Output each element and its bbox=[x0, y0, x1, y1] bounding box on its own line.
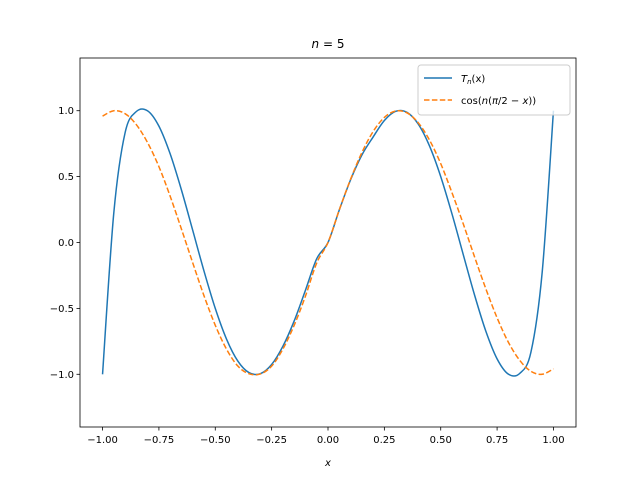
legend-label: cos(n(π/2 − x)) bbox=[461, 96, 536, 107]
legend: Tn(x) cos(n(π/2 − x)) bbox=[417, 64, 571, 116]
x-tick-label: 0.50 bbox=[430, 435, 452, 446]
chart-title: n = 5 bbox=[312, 37, 345, 51]
x-tick-label: −0.50 bbox=[200, 435, 231, 446]
series-line-cosine bbox=[102, 109, 554, 376]
x-tick-label: 1.00 bbox=[542, 435, 564, 446]
legend-box bbox=[417, 64, 571, 116]
x-ticks: −1.00 −0.75 −0.50 −0.25 0.00 0.25 0.50 0.75 1.00 bbox=[87, 427, 565, 446]
x-tick-label: −1.00 bbox=[87, 435, 118, 446]
x-tick-label: −0.75 bbox=[144, 435, 175, 446]
y-tick-label: −0.5 bbox=[50, 304, 74, 315]
y-tick-label: 0.5 bbox=[58, 172, 74, 183]
y-tick-label: −1.0 bbox=[50, 370, 74, 381]
x-tick-label: 0.00 bbox=[317, 435, 339, 446]
x-tick-label: 0.25 bbox=[373, 435, 395, 446]
x-tick-label: −0.25 bbox=[256, 435, 287, 446]
plot-lines bbox=[101, 108, 555, 377]
title-value: = 5 bbox=[319, 37, 344, 51]
legend-label: Tn(x) bbox=[461, 74, 485, 86]
x-axis-label: x bbox=[324, 458, 331, 469]
title-variable: n bbox=[312, 37, 320, 51]
y-tick-label: 1.0 bbox=[58, 106, 74, 117]
y-ticks: −1.0 −0.5 0.0 0.5 1.0 bbox=[50, 106, 80, 381]
y-tick-label: 0.0 bbox=[58, 238, 74, 249]
x-tick-label: 0.75 bbox=[486, 435, 508, 446]
